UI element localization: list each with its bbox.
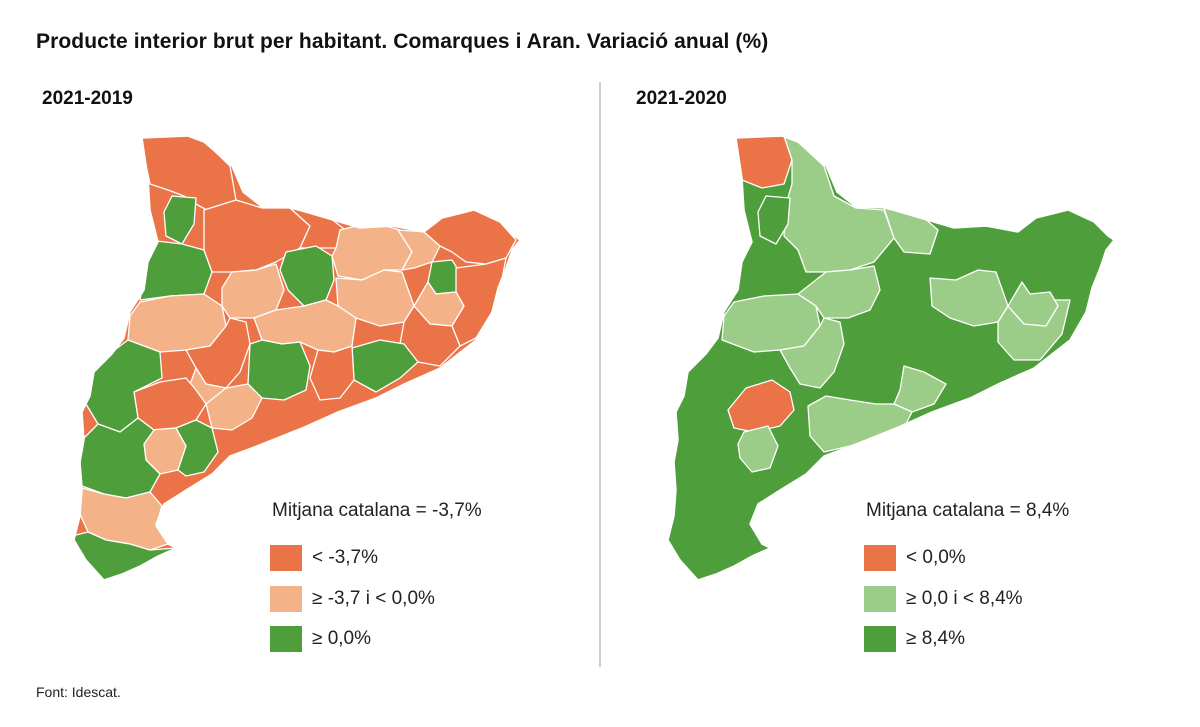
region [451, 257, 507, 347]
region [127, 293, 227, 353]
region [139, 239, 213, 301]
average-label-2021-2019: Mitjana catalana = -3,7% [272, 500, 482, 521]
legend-item: ≥ 8,4% [864, 624, 965, 654]
legend-label: < -3,7% [312, 547, 379, 568]
legend-swatch [864, 586, 896, 612]
region [737, 425, 779, 473]
region [797, 265, 881, 319]
legend-swatch [270, 626, 302, 652]
legend-swatch [270, 545, 302, 571]
legend-swatch [864, 545, 896, 571]
legend-label: ≥ 0,0% [312, 628, 372, 649]
region [247, 339, 311, 401]
legend-item: ≥ -3,7 i < 0,0% [270, 584, 435, 614]
legend-label: ≥ -3,7 i < 0,0% [312, 588, 435, 609]
region [309, 345, 355, 401]
region [205, 383, 263, 431]
region [893, 365, 947, 413]
legend-item: ≥ 0,0 i < 8,4% [864, 584, 1023, 614]
region [1007, 281, 1059, 327]
legend-label: ≥ 8,4% [906, 628, 966, 649]
region [779, 317, 845, 389]
region [783, 136, 895, 273]
average-label-2021-2020: Mitjana catalana = 8,4% [866, 500, 1070, 521]
legend-label: ≥ 0,0 i < 8,4% [906, 588, 1023, 609]
legend-swatch [270, 586, 302, 612]
panel-divider [599, 82, 601, 667]
region [351, 339, 419, 393]
region [807, 395, 913, 453]
legend-item: ≥ 0,0% [270, 624, 371, 654]
region [757, 195, 791, 245]
legend-item: < 0,0% [864, 543, 966, 573]
chart-title: Producte interior brut per habitant. Com… [36, 30, 769, 53]
region [727, 379, 795, 433]
region [721, 293, 821, 353]
panel-title-2021-2019: 2021-2019 [42, 88, 133, 109]
legend-swatch [864, 626, 896, 652]
legend-label: < 0,0% [906, 547, 966, 568]
region [175, 419, 219, 477]
legend-item: < -3,7% [270, 543, 378, 573]
panel-title-2021-2020: 2021-2020 [636, 88, 727, 109]
source-note: Font: Idescat. [36, 684, 121, 700]
region [79, 417, 161, 499]
